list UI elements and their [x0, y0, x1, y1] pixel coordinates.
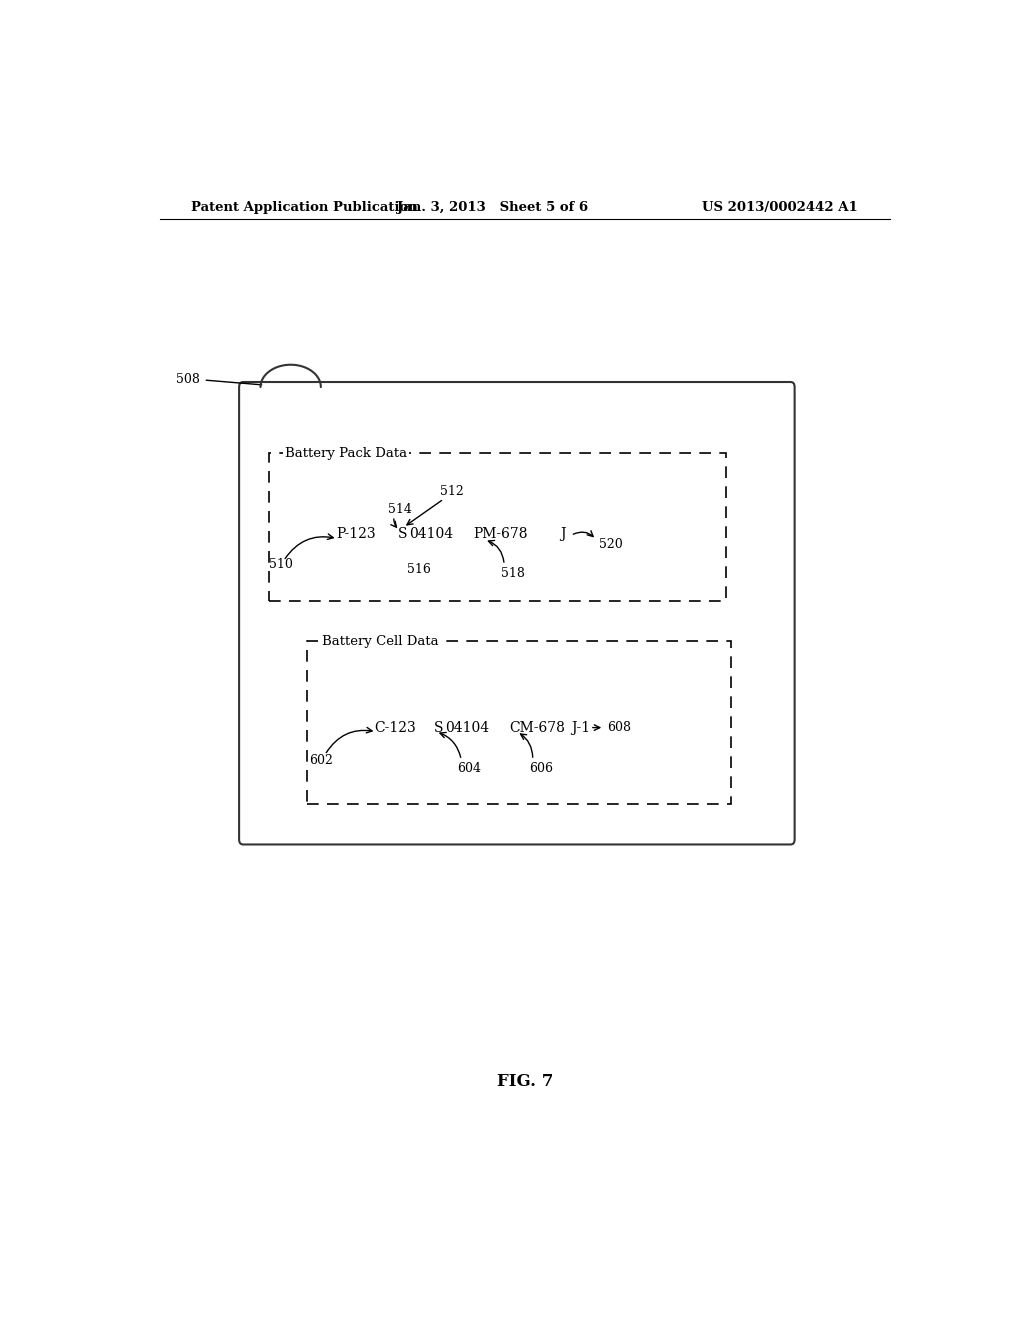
- Text: S: S: [397, 528, 408, 541]
- Text: 04104: 04104: [409, 528, 453, 541]
- Text: CM-678: CM-678: [509, 721, 565, 735]
- Text: 514: 514: [388, 503, 413, 516]
- Text: J: J: [560, 528, 566, 541]
- Text: P-123: P-123: [336, 528, 376, 541]
- Text: 510: 510: [269, 558, 293, 572]
- Text: Patent Application Publication: Patent Application Publication: [191, 201, 418, 214]
- Bar: [306, 642, 731, 804]
- Text: 520: 520: [599, 539, 624, 552]
- Text: Battery Cell Data: Battery Cell Data: [323, 635, 439, 648]
- Text: 512: 512: [440, 486, 464, 498]
- Text: 602: 602: [309, 754, 333, 767]
- Text: PM-678: PM-678: [473, 528, 527, 541]
- Text: 604: 604: [458, 762, 481, 775]
- Text: 516: 516: [407, 562, 430, 576]
- Text: 518: 518: [501, 566, 525, 579]
- Text: Jan. 3, 2013   Sheet 5 of 6: Jan. 3, 2013 Sheet 5 of 6: [397, 201, 589, 214]
- Text: S: S: [433, 721, 443, 735]
- Text: J-1: J-1: [570, 721, 590, 735]
- Text: 608: 608: [607, 721, 632, 734]
- Text: US 2013/0002442 A1: US 2013/0002442 A1: [702, 201, 858, 214]
- Text: 04104: 04104: [444, 721, 488, 735]
- Text: FIG. 7: FIG. 7: [497, 1073, 553, 1090]
- Text: C-123: C-123: [374, 721, 416, 735]
- Bar: [269, 453, 726, 601]
- Text: Battery Pack Data: Battery Pack Data: [285, 446, 408, 459]
- Text: 508: 508: [175, 374, 200, 387]
- FancyBboxPatch shape: [239, 381, 795, 845]
- Text: 606: 606: [528, 762, 553, 775]
